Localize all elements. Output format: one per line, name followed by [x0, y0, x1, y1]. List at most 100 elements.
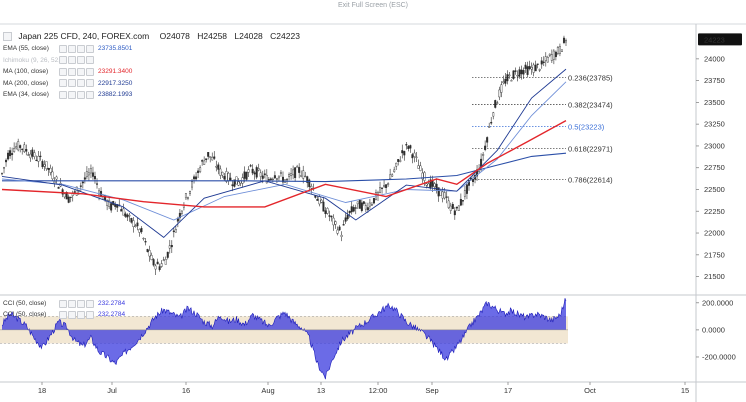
oscillator-name: CCI (50, close) [3, 300, 47, 307]
candle-body [344, 217, 347, 222]
eye-icon[interactable] [59, 299, 67, 308]
candle-body [354, 207, 357, 209]
candle-body [350, 206, 353, 213]
candle-body [356, 201, 359, 205]
settings-icon[interactable] [68, 67, 76, 76]
candle-body [370, 204, 373, 206]
settings-icon[interactable] [68, 90, 76, 99]
indicator-row[interactable]: Ichimoku (9, 26, 52, 26) [3, 55, 305, 67]
candle-body [201, 160, 204, 162]
more-icon[interactable] [86, 67, 94, 76]
collapse-legend-icon[interactable] [3, 32, 12, 42]
close-icon[interactable] [77, 44, 85, 53]
settings-icon[interactable] [68, 79, 76, 88]
candle-body [124, 213, 127, 217]
candle-body [275, 178, 278, 180]
candle-body [536, 63, 539, 65]
eye-icon[interactable] [59, 79, 67, 88]
candle-body [530, 67, 533, 70]
more-icon[interactable] [86, 56, 94, 65]
candle-body [221, 171, 224, 176]
close-icon[interactable] [77, 79, 85, 88]
candle-body [423, 172, 426, 181]
candle-body [496, 102, 499, 104]
candle-body [271, 178, 274, 181]
settings-icon[interactable] [68, 44, 76, 53]
candle-body [506, 74, 509, 82]
candle-body [277, 175, 280, 179]
candle-body [465, 184, 468, 194]
candle-body [302, 170, 305, 179]
exit-fullscreen-banner[interactable]: Exit Full Screen (ESC) [0, 0, 746, 14]
candle-body [160, 263, 163, 267]
oscillator-row[interactable]: CCI (50, close) 232.2784 [3, 298, 125, 309]
oscillator-row[interactable]: CCI (50, close) 232.2784 [3, 309, 125, 320]
more-icon[interactable] [86, 44, 94, 53]
indicator-row[interactable]: MA (100, close) 23291.3400 [3, 66, 305, 78]
more-icon[interactable] [86, 299, 94, 308]
candle-body [318, 196, 321, 205]
candle-body [556, 47, 559, 54]
candle-body [514, 70, 517, 72]
candle-body [227, 172, 230, 181]
candle-body [552, 50, 555, 60]
eye-icon[interactable] [59, 44, 67, 53]
candle-body [176, 218, 179, 222]
candle-body [138, 229, 141, 233]
indicator-value: 23882.1993 [98, 91, 133, 98]
candle-body [162, 259, 165, 261]
time-tick-label: 18 [38, 386, 46, 395]
close-icon[interactable] [77, 310, 85, 319]
indicator-row[interactable]: EMA (34, close) 23882.1993 [3, 89, 305, 101]
candle-body [415, 156, 418, 158]
eye-icon[interactable] [59, 310, 67, 319]
settings-icon[interactable] [68, 56, 76, 65]
candle-body [381, 187, 384, 189]
candle-body [433, 183, 436, 187]
settings-icon[interactable] [68, 310, 76, 319]
exit-fullscreen-text[interactable]: Exit Full Screen (ESC) [337, 2, 409, 9]
ohlc-values: O24078 H24258 L24028 C24223 [160, 31, 305, 41]
candle-body [550, 54, 553, 61]
candle-body [67, 196, 70, 203]
candle-body [534, 64, 537, 72]
candle-body [61, 189, 64, 195]
candle-body [562, 37, 565, 43]
candle-body [148, 250, 151, 257]
more-icon[interactable] [86, 79, 94, 88]
candle-body [197, 170, 200, 173]
candle-body [314, 195, 317, 198]
candle-body [81, 181, 84, 184]
candle-body [172, 230, 175, 233]
main-legend: Japan 225 CFD, 240, FOREX.com O24078 H24… [3, 30, 305, 101]
candle-body [288, 174, 291, 177]
candle-body [544, 56, 547, 61]
candle-body [231, 184, 234, 187]
candle-body [41, 161, 44, 168]
indicator-row[interactable]: EMA (55, close) 23735.8501 [3, 43, 305, 55]
more-icon[interactable] [86, 310, 94, 319]
symbol-title: Japan 225 CFD, 240, FOREX.com [18, 31, 150, 41]
cci-tick-label: -200.0000 [702, 352, 736, 361]
candle-body [75, 186, 78, 196]
candle-body [512, 70, 515, 79]
candle-body [17, 141, 20, 151]
eye-icon[interactable] [59, 56, 67, 65]
close-icon[interactable] [77, 299, 85, 308]
close-icon[interactable] [77, 56, 85, 65]
settings-icon[interactable] [68, 299, 76, 308]
indicator-name: EMA (55, close) [3, 45, 49, 52]
candle-body [154, 265, 157, 270]
candle-body [33, 152, 36, 157]
close-icon[interactable] [77, 90, 85, 99]
more-icon[interactable] [86, 90, 94, 99]
eye-icon[interactable] [59, 90, 67, 99]
candle-body [368, 202, 371, 207]
candle-body [346, 214, 349, 220]
close-icon[interactable] [77, 67, 85, 76]
indicator-row[interactable]: MA (200, close) 22917.3250 [3, 78, 305, 90]
candle-body [3, 167, 6, 169]
candle-body [211, 156, 214, 161]
eye-icon[interactable] [59, 67, 67, 76]
